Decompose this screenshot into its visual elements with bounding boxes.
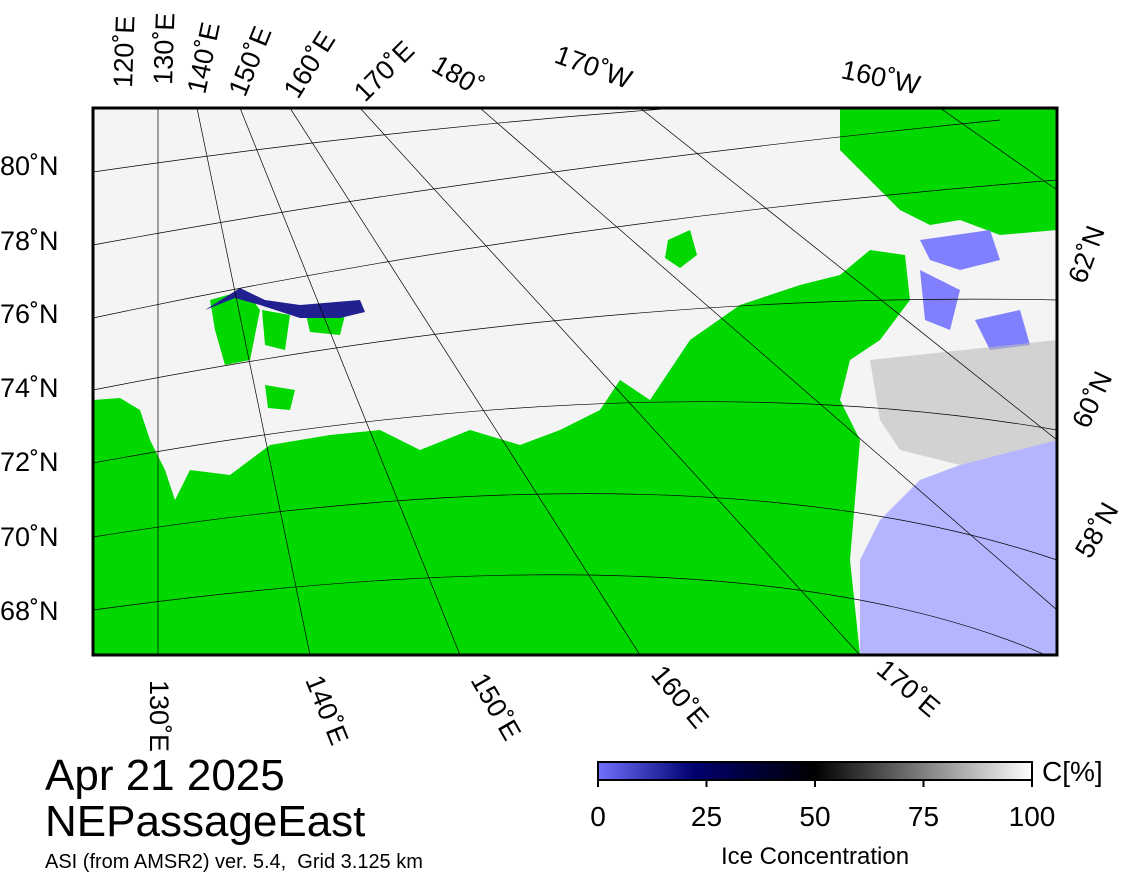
map-area bbox=[93, 108, 1057, 655]
lon-label: 140˚E bbox=[182, 20, 226, 97]
thin-ice bbox=[920, 230, 1030, 350]
lat-label: 72˚N bbox=[0, 447, 59, 477]
lat-label: 78˚N bbox=[0, 226, 59, 256]
land bbox=[93, 250, 910, 655]
thin-ice bbox=[205, 288, 365, 318]
colorbar-tick-label: 25 bbox=[691, 801, 722, 832]
island bbox=[210, 290, 345, 410]
bottom-labels: 130˚E 140˚E 150˚E 160˚E 170˚E bbox=[144, 654, 946, 752]
lat-label: 60˚N bbox=[1066, 367, 1118, 433]
right-labels: 62˚N 60˚N 58˚N bbox=[1062, 222, 1124, 563]
lat-label: 74˚N bbox=[0, 373, 59, 403]
colorbar-scale bbox=[597, 761, 1033, 781]
lon-label: 150˚E bbox=[465, 668, 527, 745]
lat-label: 80˚N bbox=[0, 151, 59, 181]
lon-label: 170˚E bbox=[348, 35, 420, 107]
colorbar-unit: C[%] bbox=[1042, 756, 1103, 787]
lat-label: 62˚N bbox=[1062, 222, 1110, 287]
lon-label: 120˚E bbox=[108, 15, 140, 88]
map-frame bbox=[91, 106, 1059, 657]
colorbar-tick-label: 50 bbox=[799, 801, 830, 832]
lat-label: 58˚N bbox=[1069, 497, 1124, 563]
lon-label: 150˚E bbox=[223, 22, 278, 100]
top-labels: 120˚E 130˚E 140˚E 150˚E 160˚E 170˚E 180˚… bbox=[108, 12, 923, 107]
lon-label: 160˚E bbox=[645, 660, 714, 734]
lon-label: 160˚W bbox=[839, 55, 924, 101]
left-labels: 80˚N 78˚N 76˚N 74˚N 72˚N 70˚N 68˚N bbox=[0, 151, 59, 626]
lat-label: 68˚N bbox=[0, 596, 59, 626]
colorbar-tick-label: 75 bbox=[908, 801, 939, 832]
lon-label: 130˚E bbox=[148, 12, 180, 85]
lon-label: 180˚ bbox=[427, 49, 489, 102]
lon-label: 130˚E bbox=[144, 680, 174, 752]
graticule bbox=[93, 108, 1057, 655]
lon-label: 170˚E bbox=[871, 654, 945, 723]
colorbar: C[%] Ice Concentration 0 25 50 75 100 bbox=[590, 756, 1102, 870]
source: ASI (from AMSR2) ver. 5.4, Grid 3.125 km bbox=[45, 851, 423, 873]
land bbox=[840, 108, 1057, 235]
lon-label: 170˚W bbox=[551, 39, 636, 95]
lat-label: 70˚N bbox=[0, 522, 59, 552]
lat-label: 76˚N bbox=[0, 299, 59, 329]
open-water bbox=[860, 440, 1057, 655]
ice-mixed bbox=[870, 340, 1057, 465]
date: Apr 21 2025 bbox=[45, 751, 285, 800]
colorbar-label: Ice Concentration bbox=[721, 843, 909, 870]
colorbar-tick-label: 0 bbox=[590, 801, 606, 832]
region: NEPassageEast bbox=[45, 797, 365, 846]
lon-label: 140˚E bbox=[299, 671, 354, 749]
island bbox=[665, 230, 697, 268]
colorbar-tick-label: 100 bbox=[1009, 801, 1056, 832]
lon-label: 160˚E bbox=[278, 26, 342, 103]
